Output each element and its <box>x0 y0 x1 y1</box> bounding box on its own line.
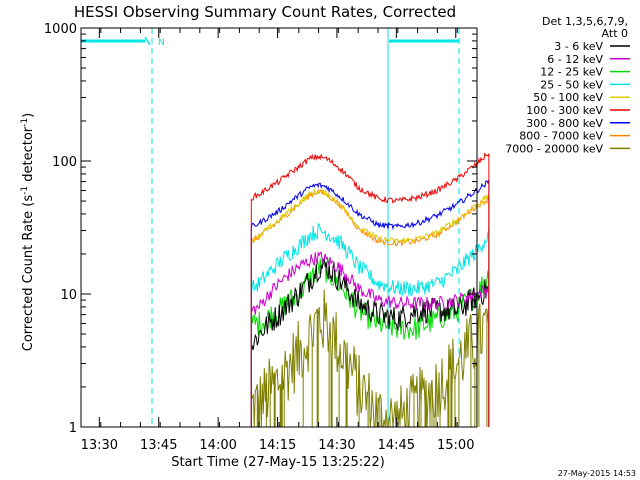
x-tick-label-1: 13:45 <box>140 438 177 453</box>
x-axis-label: Start Time (27-May-15 13:25:22) <box>171 455 385 470</box>
legend-label-5: 100 - 300 keV <box>526 104 603 117</box>
x-tick-label-3: 14:15 <box>259 438 296 453</box>
axes-layer: 1 10 100 1000 13:30 13:45 14:00 14:15 14:30 14:45… <box>44 22 478 453</box>
legend-label-3: 25 - 50 keV <box>540 78 603 91</box>
x-tick-label-4: 14:30 <box>318 438 355 453</box>
series-layer <box>250 152 490 428</box>
y-tick-label-0: 1 <box>69 421 77 436</box>
y-tick-label-1: 10 <box>60 288 77 303</box>
legend-label-2: 12 - 25 keV <box>540 66 603 79</box>
chart-title: HESSI Observing Summary Count Rates, Cor… <box>74 3 456 21</box>
x-tick-label-0: 13:30 <box>81 438 118 453</box>
x-tick-label-5: 14:45 <box>378 438 415 453</box>
legend-header-line2: Att 0 <box>602 27 628 40</box>
legend-label-7: 800 - 7000 keV <box>519 130 603 143</box>
y-axis-label: Corrected Count Rate (s-1 detector-1) <box>20 113 36 351</box>
legend-label-6: 300 - 800 keV <box>526 117 603 130</box>
series-line-3 <box>250 222 490 427</box>
legend-label-8: 7000 - 20000 keV <box>505 142 603 155</box>
y-tick-label-2: 100 <box>52 155 77 170</box>
legend-header-line1: Det 1,3,5,6,7,9, <box>542 15 628 28</box>
timestamp: 27-May-2015 14:53 <box>558 469 636 478</box>
x-tick-label-2: 14:00 <box>199 438 236 453</box>
night-annotation: N <box>158 38 165 48</box>
y-tick-label-3: 1000 <box>44 22 77 37</box>
series-line-0 <box>250 257 490 427</box>
legend-label-4: 50 - 100 keV <box>533 91 603 104</box>
series-line-4 <box>250 188 490 427</box>
series-line-6 <box>250 179 490 427</box>
legend-label-1: 6 - 12 keV <box>547 53 603 66</box>
series-line-1 <box>250 251 490 427</box>
series-line-2 <box>250 257 490 427</box>
legend-label-0: 3 - 6 keV <box>554 40 603 53</box>
series-line-8 <box>250 289 490 428</box>
series-line-5 <box>250 152 490 427</box>
x-tick-label-6: 15:00 <box>437 438 474 453</box>
night-bar-tick <box>144 36 151 46</box>
